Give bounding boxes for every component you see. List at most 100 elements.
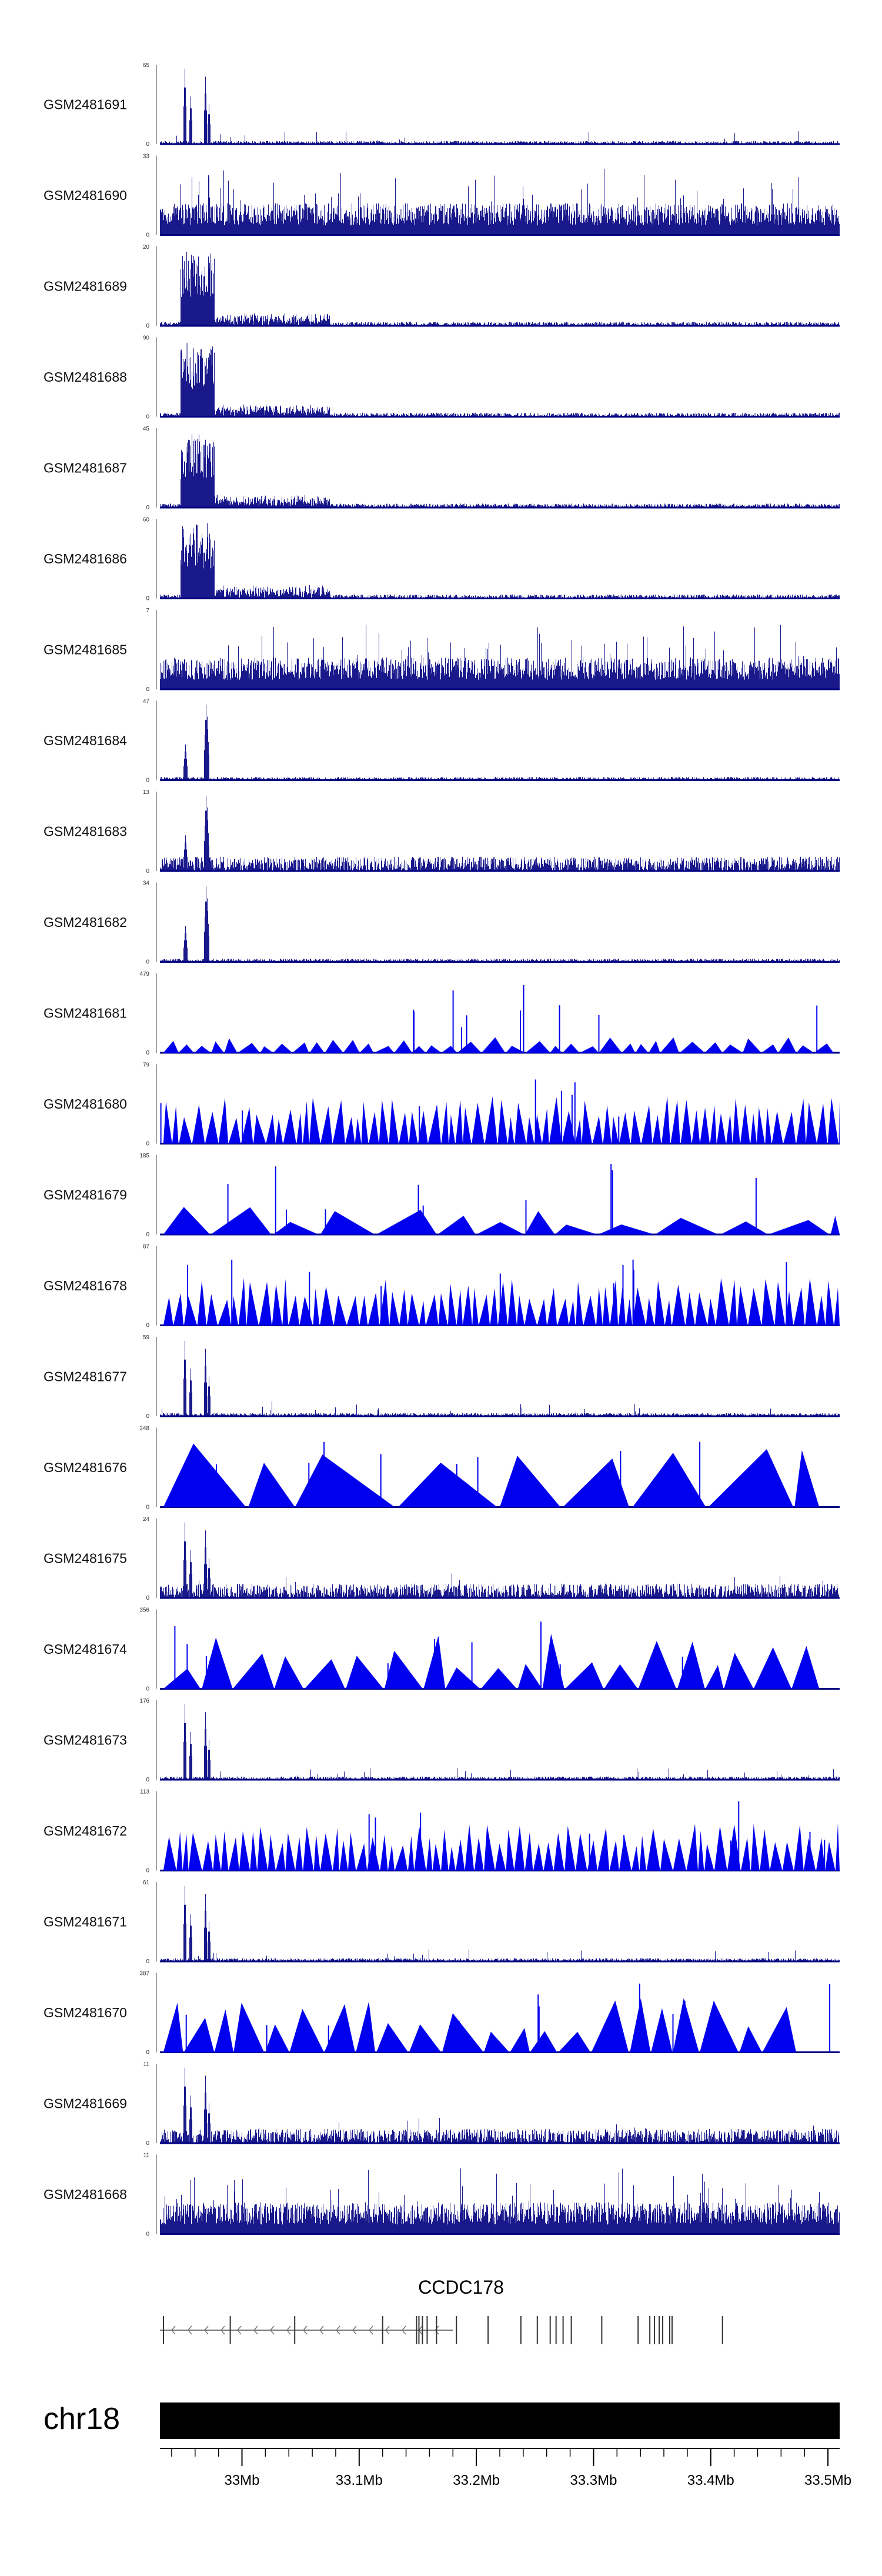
tick-label: 33.1Mb <box>336 2472 383 2488</box>
y-max-label: 65 <box>143 62 150 69</box>
track-GSM2481671: GSM2481671 61 0 <box>44 1880 840 1965</box>
track-GSM2481681: GSM2481681 479 0 <box>44 971 840 1056</box>
y-max-label: 479 <box>139 971 149 977</box>
y-min-label: 0 <box>146 1050 149 1056</box>
y-min-label: 0 <box>146 1504 149 1511</box>
y-min-label: 0 <box>146 1323 149 1329</box>
y-min-label: 0 <box>146 2231 149 2238</box>
y-max-label: 248 <box>139 1426 149 1432</box>
y-min-label: 0 <box>146 232 149 239</box>
track-GSM2481678: GSM2481678 87 0 <box>44 1244 840 1329</box>
signal-area <box>163 1096 840 1144</box>
track-label: GSM2481669 <box>44 2096 127 2111</box>
signal-bars <box>160 168 840 235</box>
signal-area <box>163 1823 840 1871</box>
signal-bars <box>161 1886 840 1961</box>
signal-bars <box>160 434 840 508</box>
tick-label: 33.2Mb <box>453 2472 500 2488</box>
tick-label: 33.5Mb <box>804 2472 851 2488</box>
track-GSM2481690: GSM2481690 33 0 <box>44 154 840 239</box>
track-GSM2481670: GSM2481670 387 0 <box>44 1971 840 2056</box>
track-label: GSM2481686 <box>44 551 127 566</box>
y-max-label: 356 <box>139 1607 149 1614</box>
y-min-label: 0 <box>146 1686 149 1693</box>
signal-area <box>163 1037 834 1053</box>
signal-spikes <box>160 1079 687 1144</box>
y-max-label: 45 <box>143 426 150 432</box>
signal-area <box>163 1633 820 1689</box>
y-min-label: 0 <box>146 2140 149 2147</box>
y-min-label: 0 <box>146 959 149 966</box>
y-max-label: 60 <box>143 517 150 523</box>
signal-spikes <box>368 1801 826 1871</box>
y-max-label: 59 <box>143 1334 150 1341</box>
track-label: GSM2481679 <box>44 1187 127 1203</box>
track-label: GSM2481682 <box>44 915 127 930</box>
track-label: GSM2481670 <box>44 2005 127 2020</box>
track-label: GSM2481673 <box>44 1733 127 1748</box>
y-max-label: 387 <box>139 1971 149 1977</box>
chromosome-label: chr18 <box>44 2402 120 2436</box>
signal-bars <box>160 523 840 599</box>
track-GSM2481691: GSM2481691 65 0 <box>44 62 840 148</box>
y-min-label: 0 <box>146 868 149 875</box>
y-max-label: 33 <box>143 154 150 160</box>
chromosome-ideogram: chr18 <box>44 2402 840 2439</box>
y-max-label: 7 <box>146 608 149 614</box>
track-label: GSM2481689 <box>44 279 127 294</box>
track-GSM2481675: GSM2481675 24 0 <box>44 1516 840 1601</box>
y-min-label: 0 <box>146 686 149 693</box>
signal-spikes <box>185 1983 831 2053</box>
tick-label: 33.4Mb <box>687 2472 734 2488</box>
y-max-label: 87 <box>143 1244 150 1250</box>
y-max-label: 47 <box>143 699 150 705</box>
y-max-label: 185 <box>139 1153 149 1159</box>
track-GSM2481685: GSM2481685 7 0 <box>44 608 840 693</box>
track-label: GSM2481681 <box>44 1006 127 1021</box>
track-label: GSM2481684 <box>44 733 127 748</box>
tick-label: 33.3Mb <box>570 2472 617 2488</box>
track-label: GSM2481677 <box>44 1369 127 1384</box>
ideogram-band <box>160 2403 840 2439</box>
track-GSM2481676: GSM2481676 248 0 <box>44 1426 840 1511</box>
track-GSM2481684: GSM2481684 47 0 <box>44 699 840 784</box>
track-GSM2481682: GSM2481682 34 0 <box>44 880 840 966</box>
y-max-label: 24 <box>143 1516 150 1523</box>
y-min-label: 0 <box>146 323 149 329</box>
gene-annotation-track: CCDC178 <box>160 2277 723 2344</box>
signal-bars <box>160 2168 840 2234</box>
genomic-axis: 33Mb 33.1Mb 33.2Mb 33.3Mb 33.4Mb 33.5Mb <box>160 2448 851 2488</box>
track-label: GSM2481672 <box>44 1823 127 1838</box>
y-max-label: 79 <box>143 1062 150 1069</box>
signal-bars <box>160 1522 840 1598</box>
track-label: GSM2481685 <box>44 642 127 658</box>
signal-area <box>163 1998 796 2053</box>
y-min-label: 0 <box>146 1232 149 1238</box>
track-label: GSM2481676 <box>44 1460 127 1475</box>
signal-spikes <box>174 1621 683 1689</box>
signal-bars <box>160 625 840 689</box>
track-GSM2481672: GSM2481672 113 0 <box>44 1789 840 1874</box>
track-GSM2481689: GSM2481689 20 0 <box>44 244 840 329</box>
track-GSM2481683: GSM2481683 13 0 <box>44 789 840 875</box>
track-label: GSM2481675 <box>44 1551 127 1566</box>
track-GSM2481687: GSM2481687 45 0 <box>44 426 840 511</box>
y-min-label: 0 <box>146 2050 149 2056</box>
y-max-label: 34 <box>143 880 150 887</box>
signal-area <box>163 1277 840 1326</box>
y-max-label: 11 <box>143 2061 150 2068</box>
track-GSM2481674: GSM2481674 356 0 <box>44 1607 840 1693</box>
signal-bars <box>160 1340 840 1416</box>
track-GSM2481679: GSM2481679 185 0 <box>44 1153 840 1238</box>
track-GSM2481686: GSM2481686 60 0 <box>44 517 840 602</box>
y-max-label: 113 <box>140 1789 149 1796</box>
y-max-label: 61 <box>143 1880 150 1886</box>
signal-area <box>163 1207 840 1234</box>
signal-spikes <box>186 1259 787 1326</box>
track-GSM2481680: GSM2481680 79 0 <box>44 1062 840 1147</box>
track-label: GSM2481688 <box>44 369 127 385</box>
y-max-label: 11 <box>143 2153 150 2159</box>
signal-bars <box>160 2067 840 2143</box>
y-min-label: 0 <box>146 1413 149 1420</box>
